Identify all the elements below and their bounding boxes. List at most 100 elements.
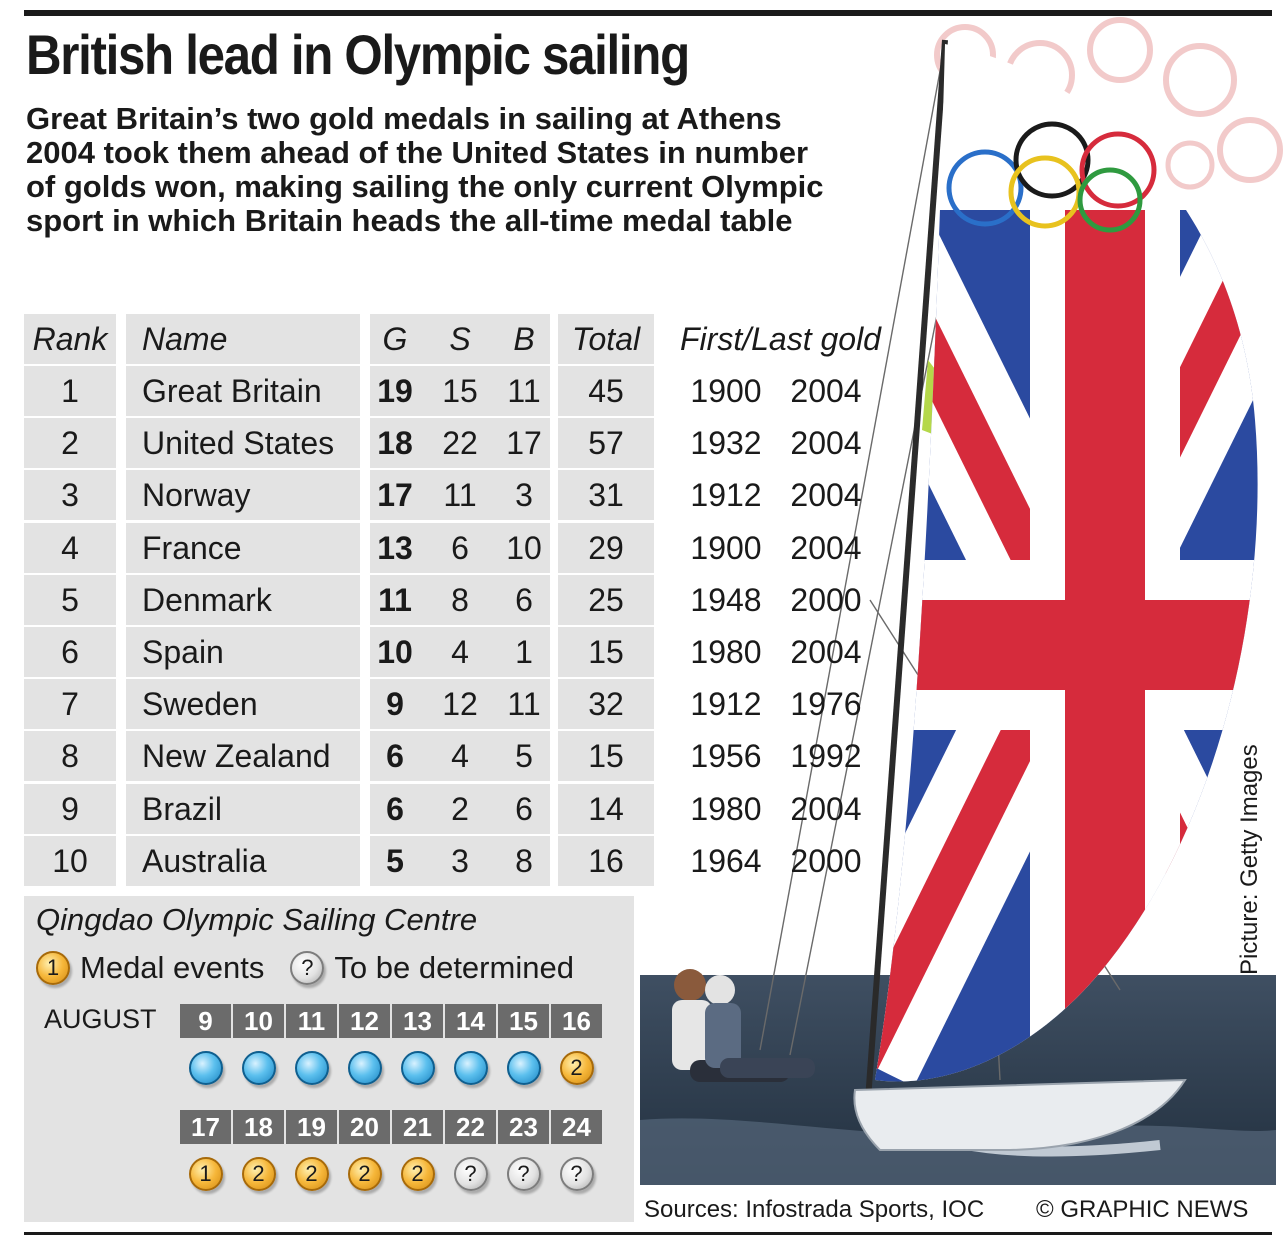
day-label: 9 [180, 1004, 231, 1038]
day-label: 13 [392, 1004, 443, 1038]
boat-hull [853, 1078, 1187, 1151]
cell-gold: 6 [386, 738, 404, 775]
header-bronze: B [513, 321, 535, 357]
cell-rank: 7 [61, 686, 79, 723]
cell-last-gold: 1992 [790, 738, 862, 775]
cell-gold: 19 [377, 373, 413, 409]
cell-total: 29 [588, 529, 624, 566]
cell-rank: 10 [52, 842, 88, 879]
cell-gold: 6 [386, 790, 404, 827]
cell-silver: 3 [451, 842, 469, 879]
cell-bronze: 11 [507, 373, 541, 409]
cell-first-gold: 1980 [690, 634, 762, 670]
week1-medals: 2 [180, 1042, 604, 1094]
medal-legend-icon: 1 [36, 951, 70, 985]
legend-tbd-label: To be determined [334, 950, 574, 985]
cell-total: 45 [588, 373, 624, 409]
day-label: 21 [392, 1110, 443, 1144]
header-silver: S [449, 321, 471, 357]
cell-last-gold: 2004 [790, 425, 862, 462]
cell-first-gold: 1964 [690, 842, 762, 879]
day-label: 11 [286, 1004, 337, 1038]
schedule-title: Qingdao Olympic Sailing Centre [36, 902, 478, 937]
cell-name: Sweden [142, 686, 258, 723]
cell-bronze: 1 [515, 634, 533, 670]
cell-silver: 12 [442, 686, 478, 723]
cell-name: Spain [142, 634, 224, 670]
racing-day-icon [347, 1051, 382, 1085]
olympic-rings [946, 121, 1157, 233]
cell-name: Brazil [142, 790, 223, 827]
cell-name: Australia [142, 842, 267, 879]
cell-silver: 6 [451, 529, 469, 566]
cell-total: 16 [588, 842, 624, 879]
day-label: 15 [498, 1004, 549, 1038]
cell-total: 31 [588, 477, 624, 514]
cell-silver: 11 [443, 477, 477, 514]
sailors [672, 969, 815, 1082]
day-label: 10 [233, 1004, 284, 1038]
cell-name: France [142, 529, 242, 566]
cell-silver: 15 [442, 373, 478, 409]
cell-bronze: 6 [515, 581, 533, 618]
cell-name: United States [142, 425, 335, 462]
medal-event-icon: 1 [188, 1157, 223, 1191]
racing-day-icon [241, 1051, 276, 1085]
week2-days: 17 18 19 20 21 22 23 24 [180, 1110, 604, 1144]
week2-medals: 1 2 2 2 2??? [180, 1148, 604, 1200]
medal-event-icon: 2 [241, 1157, 276, 1191]
medal-event-icon: 2 [559, 1051, 594, 1085]
cell-name: Great Britain [142, 373, 322, 409]
cell-silver: 8 [451, 581, 469, 618]
cell-bronze: 17 [506, 425, 542, 462]
cell-rank: 4 [61, 529, 79, 566]
cell-gold: 5 [386, 842, 404, 879]
legend: 1 Medal events ? To be determined [36, 948, 574, 988]
day-label: 14 [445, 1004, 496, 1038]
cell-name: Denmark [142, 581, 272, 618]
medal-event-icon: 2 [347, 1157, 382, 1191]
cell-rank: 3 [61, 477, 79, 514]
cell-gold: 10 [377, 634, 413, 670]
cell-last-gold: 2004 [790, 790, 862, 827]
cell-gold: 18 [377, 425, 413, 462]
cell-first-gold: 1912 [690, 477, 762, 514]
day-label: 16 [551, 1004, 602, 1038]
bottom-rule [24, 1232, 1272, 1235]
tbd-legend-icon: ? [290, 951, 325, 985]
cell-silver: 22 [442, 425, 478, 462]
cell-bronze: 3 [515, 477, 533, 514]
day-label: 18 [233, 1110, 284, 1144]
month-label: AUGUST [44, 1004, 157, 1034]
cell-name: Norway [142, 477, 251, 514]
intro-text: Great Britain’s two gold medals in saili… [26, 101, 824, 238]
racing-day-icon [400, 1051, 435, 1085]
tbd-event-icon: ? [506, 1157, 541, 1191]
day-label: 19 [286, 1110, 337, 1144]
cell-bronze: 11 [507, 686, 541, 723]
tbd-event-icon: ? [559, 1157, 594, 1191]
cell-name: New Zealand [142, 738, 331, 775]
cell-first-gold: 1948 [690, 581, 762, 618]
cell-total: 25 [588, 581, 624, 618]
cell-rank: 9 [61, 790, 79, 827]
cell-last-gold: 2004 [790, 373, 862, 409]
medal-event-icon: 2 [294, 1157, 329, 1191]
day-label: 23 [498, 1110, 549, 1144]
cell-gold: 11 [378, 581, 412, 618]
cell-gold: 17 [377, 477, 413, 514]
day-label: 17 [180, 1110, 231, 1144]
mast [865, 39, 948, 1101]
cell-first-gold: 1900 [690, 373, 762, 409]
cell-first-gold: 1980 [690, 790, 762, 827]
day-label: 20 [339, 1110, 390, 1144]
cell-rank: 5 [61, 581, 79, 618]
racing-day-icon [188, 1051, 223, 1085]
legend-medal-label: Medal events [80, 950, 265, 985]
picture-credit: Picture: Getty Images [1236, 744, 1263, 975]
cell-last-gold: 2004 [790, 477, 862, 514]
header-name: Name [142, 321, 228, 357]
cell-total: 57 [588, 425, 624, 462]
cell-total: 32 [588, 686, 624, 723]
sources: Sources: Infostrada Sports, IOC [644, 1196, 985, 1223]
